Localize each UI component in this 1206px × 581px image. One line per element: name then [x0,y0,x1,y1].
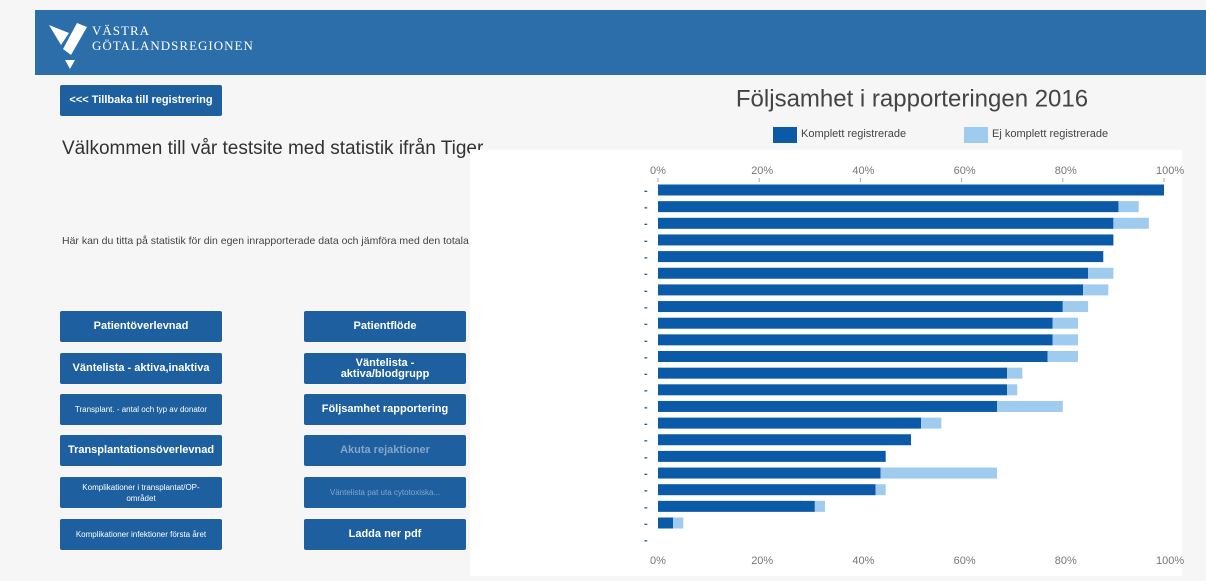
bar-segment [658,417,922,429]
bar-segment [658,301,1063,313]
y-tick-label: - [644,351,648,363]
bar-segment [1088,267,1114,279]
x-tick-label: 20% [751,165,773,177]
x-tick-label: 20% [751,555,773,567]
bar-segment [658,367,1008,379]
chart-title: Följsamhet i rapporteringen 2016 [736,85,1088,112]
bar-segment [658,434,911,446]
bar-segment [875,484,886,496]
y-tick-label: - [644,252,648,264]
x-tick-label: 40% [852,555,874,567]
welcome-text: Välkommen till vår testsite med statisti… [62,138,488,159]
bar-segment [658,251,1104,263]
bar-segment [658,351,1048,362]
nav-button[interactable]: Komplikationer infektioner första året [60,519,222,550]
chart: Följsamhet i rapporteringen 2016 Komplet… [644,85,1184,567]
legend-label: Ej komplett registrerade [992,128,1108,140]
header: VÄSTRA GÖTALANDSREGIONEN [35,10,1206,75]
bar-segment [1118,201,1139,213]
bar-segment [658,284,1084,296]
intro-text: Här kan du titta på statistik för din eg… [62,235,522,247]
y-tick-label: - [644,301,648,313]
y-tick-label: - [644,235,648,247]
x-tick-label: 100% [1156,165,1184,177]
bar-segment [658,184,1164,196]
bar-segment [921,417,942,429]
x-tick-label: 80% [1055,555,1077,567]
bar-segment [880,467,998,479]
x-tick-label: 0% [650,165,666,177]
logo-text: GÖTALANDSREGIONEN [92,38,254,53]
y-tick-label: - [644,335,648,347]
y-tick-label: - [644,518,648,530]
bar-segment [658,467,881,479]
bar-segment [1062,301,1089,313]
nav-button: Akuta rejaktioner [304,435,466,466]
bar-segment [1007,384,1018,396]
bar-segment [658,384,1008,396]
bar-segment [658,517,674,529]
legend-swatch [773,127,797,143]
bar-segment [997,400,1063,412]
y-tick-label: - [644,368,648,380]
bar-segment [1083,284,1109,296]
y-tick-label: - [644,185,648,197]
y-tick-label: - [644,218,648,230]
nav-button[interactable]: Patientöverlevnad [60,311,222,342]
logo-text: VÄSTRA [92,23,151,38]
y-tick-label: - [644,318,648,330]
x-tick-label: 0% [650,555,666,567]
legend-swatch [964,127,988,143]
y-tick-label: - [644,485,648,497]
nav-button[interactable]: Väntelista - aktiva/blodgrupp [304,353,466,384]
x-tick-label: 80% [1055,165,1077,177]
x-tick-label: 60% [954,165,976,177]
bar-segment [1052,334,1078,346]
y-tick-label: - [644,435,648,447]
y-tick-label: - [644,418,648,430]
nav-button[interactable]: Följsamhet rapportering [304,394,466,425]
y-tick-label: - [644,535,648,547]
bar-segment [658,234,1114,246]
bar-segment [658,317,1053,329]
y-tick-label: - [644,268,648,280]
bar-segment [1047,351,1078,362]
nav-button[interactable]: Patientflöde [304,311,466,342]
x-tick-label: 100% [1156,555,1184,567]
logo-icon [49,23,87,69]
nav-button: Väntelista pat uta cytotoxiska... [304,477,466,508]
y-tick-label: - [644,385,648,397]
nav-button[interactable]: Ladda ner pdf [304,519,466,550]
nav-button[interactable]: Komplikationer i transplantat/OP-området [60,477,222,508]
bar-segment [658,334,1053,346]
y-tick-label: - [644,468,648,480]
legend-label: Komplett registrerade [801,128,906,140]
bar-segment [658,201,1119,213]
y-tick-label: - [644,401,648,413]
bar-segment [658,400,998,412]
bar-segment [658,500,815,512]
bar-segment [658,267,1089,279]
bar-segment [673,517,684,529]
nav-button[interactable]: Väntelista - aktiva,inaktiva [60,353,222,384]
nav-button[interactable]: Transplantationsöverlevnad [60,435,222,466]
bar-segment [1052,317,1078,329]
x-tick-label: 40% [852,165,874,177]
bar-segment [658,484,876,496]
nav-button[interactable]: Transplant. - antal och typ av donator [60,394,222,425]
back-button[interactable]: <<< Tillbaka till registrering [60,85,222,116]
bar-segment [658,217,1114,229]
bar-segment [1007,367,1023,379]
bar-segment [658,450,886,462]
y-tick-label: - [644,501,648,513]
y-tick-label: - [644,285,648,297]
x-tick-label: 60% [954,555,976,567]
bar-segment [814,500,825,512]
y-tick-label: - [644,202,648,214]
y-tick-label: - [644,451,648,463]
bar-segment [1113,217,1149,229]
